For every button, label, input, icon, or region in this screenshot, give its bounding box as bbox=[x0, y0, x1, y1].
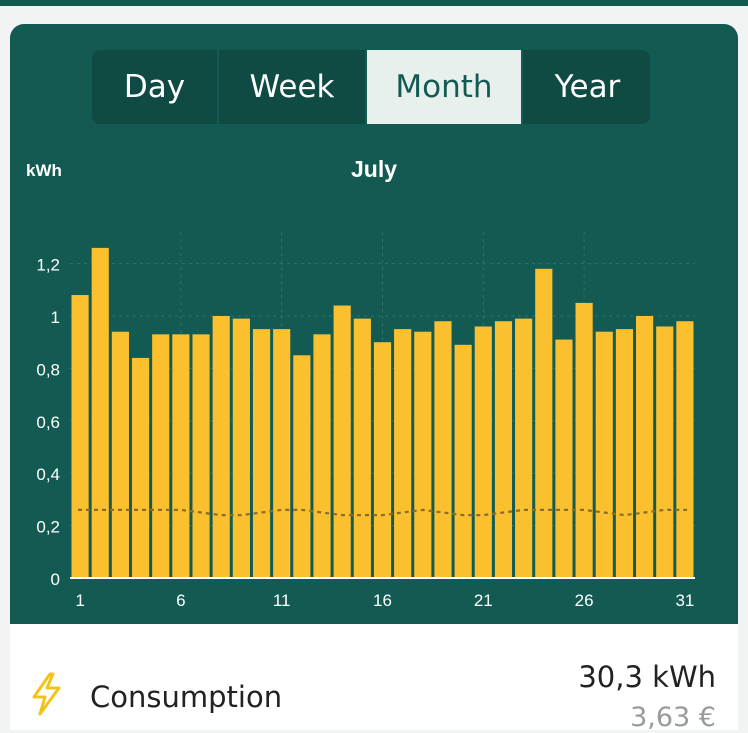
bar-day-11 bbox=[273, 329, 291, 578]
consumption-label: Consumption bbox=[90, 680, 283, 714]
bar-day-24 bbox=[535, 268, 553, 578]
bar-day-1 bbox=[71, 295, 89, 578]
y-tick-label: 1,2 bbox=[36, 256, 60, 275]
bar-day-17 bbox=[394, 329, 412, 578]
bar-day-20 bbox=[454, 344, 472, 578]
bar-day-29 bbox=[636, 316, 654, 578]
bar-day-2 bbox=[91, 247, 109, 578]
y-tick-label: 0,6 bbox=[36, 413, 60, 432]
tab-month[interactable]: Month bbox=[365, 50, 521, 124]
chart-title: July bbox=[350, 156, 398, 182]
bar-day-16 bbox=[373, 342, 392, 578]
summary-panel: Consumption 30,3 kWh 3,63 € bbox=[10, 624, 738, 733]
bar-day-28 bbox=[615, 329, 634, 578]
y-tick-label: 0,2 bbox=[36, 518, 60, 537]
bar-day-19 bbox=[434, 321, 452, 578]
bar-day-15 bbox=[353, 318, 371, 578]
bar-day-25 bbox=[555, 339, 573, 578]
bar-day-14 bbox=[333, 305, 351, 578]
bar-day-30 bbox=[656, 326, 674, 578]
bar-day-8 bbox=[212, 316, 230, 578]
bar-day-26 bbox=[575, 302, 593, 578]
bar-day-5 bbox=[152, 334, 170, 578]
bar-day-31 bbox=[676, 321, 694, 578]
bar-day-13 bbox=[313, 334, 331, 578]
bar-day-23 bbox=[515, 318, 533, 578]
y-tick-label: 0 bbox=[51, 570, 60, 589]
bar-day-12 bbox=[293, 355, 311, 578]
x-tick-label: 26 bbox=[575, 591, 594, 610]
y-tick-label: 0,8 bbox=[36, 360, 60, 379]
x-tick-label: 31 bbox=[675, 591, 694, 610]
bar-day-7 bbox=[192, 334, 210, 578]
x-tick-label: 21 bbox=[474, 591, 493, 610]
y-axis-unit: kWh bbox=[26, 161, 62, 180]
bar-day-6 bbox=[172, 334, 190, 578]
bar-day-18 bbox=[414, 331, 432, 578]
consumption-cost: 3,63 € bbox=[630, 702, 716, 733]
consumption-value: 30,3 kWh bbox=[578, 660, 716, 694]
bar-day-9 bbox=[232, 318, 250, 578]
x-tick-label: 16 bbox=[373, 591, 392, 610]
bar-day-22 bbox=[494, 321, 513, 578]
consumption-chart: 00,20,40,60,811,21 6 11 16 21 26 31 bbox=[36, 232, 695, 610]
bar-day-3 bbox=[111, 331, 129, 578]
top-bar bbox=[0, 0, 748, 6]
tab-year[interactable]: Year bbox=[521, 50, 650, 124]
tab-day[interactable]: Day bbox=[123, 69, 186, 105]
chart-card: Day Week Month Year kWh July 0 0,2 0,4 0,6 0… bbox=[10, 24, 738, 624]
y-tick-label: 1 bbox=[51, 308, 60, 327]
bar-day-4 bbox=[131, 357, 150, 578]
x-tick-label: 11 bbox=[273, 591, 291, 610]
lightning-bolt-icon bbox=[32, 672, 61, 716]
x-tick-label: 6 bbox=[176, 591, 185, 610]
average-line bbox=[78, 508, 687, 517]
x-tick-label: 1 bbox=[75, 591, 84, 610]
period-tabs: Day Week Month Year bbox=[92, 50, 650, 124]
y-tick-label: 0,4 bbox=[36, 465, 60, 484]
bar-day-21 bbox=[474, 326, 492, 578]
bar-day-27 bbox=[595, 331, 613, 578]
bar-day-10 bbox=[252, 329, 271, 578]
tab-week[interactable]: Week bbox=[217, 50, 365, 124]
